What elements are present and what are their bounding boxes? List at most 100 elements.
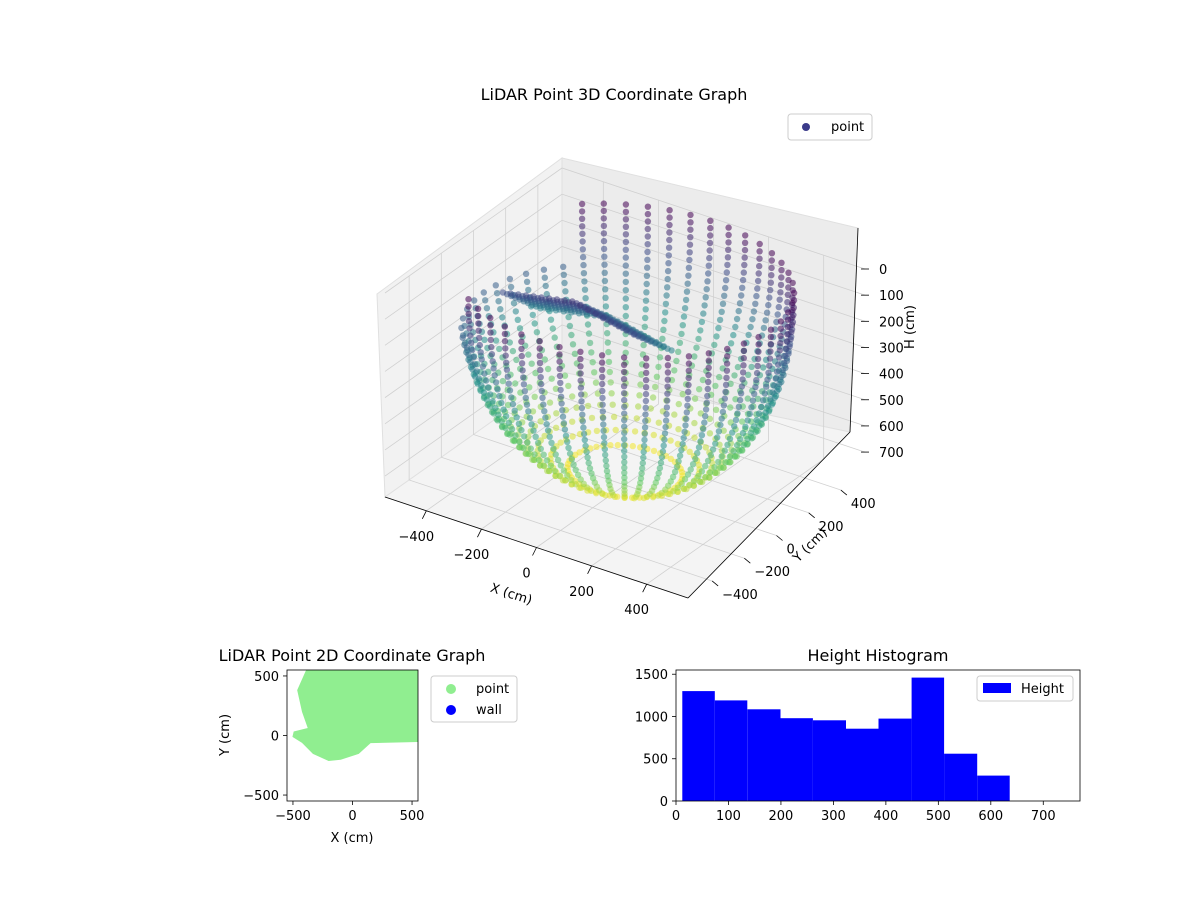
histogram-y-tick-label: 0 bbox=[660, 795, 668, 810]
cloud-point bbox=[515, 420, 523, 427]
z-tick-label: 200 bbox=[879, 315, 904, 330]
cloud-point bbox=[584, 306, 591, 313]
cloud-point bbox=[537, 418, 544, 425]
cloud-point bbox=[629, 442, 636, 450]
cloud-point bbox=[620, 383, 628, 390]
cloud-point bbox=[701, 419, 708, 426]
cloud-point bbox=[524, 439, 531, 446]
legend-2d: point wall bbox=[430, 675, 518, 723]
cloud-point bbox=[763, 309, 771, 316]
histogram-x-tick-label: 400 bbox=[873, 809, 898, 824]
cloud-point bbox=[528, 360, 535, 367]
cloud-point bbox=[574, 471, 582, 478]
cloud-point bbox=[598, 352, 606, 359]
cloud-point bbox=[568, 331, 575, 339]
cloud-point bbox=[487, 391, 494, 398]
cloud-point bbox=[687, 219, 694, 226]
cloud-point bbox=[679, 390, 686, 398]
cloud-point bbox=[644, 241, 651, 248]
cloud-point bbox=[713, 333, 720, 340]
cloud-point bbox=[560, 271, 567, 278]
cloud-point bbox=[607, 319, 615, 326]
cloud-point bbox=[622, 278, 629, 286]
cloud-point bbox=[643, 369, 650, 377]
cloud-point bbox=[566, 322, 574, 330]
cloud-point bbox=[551, 334, 558, 341]
cloud-point bbox=[785, 269, 792, 276]
cloud-point bbox=[637, 475, 645, 482]
cloud-point bbox=[661, 430, 669, 437]
cloud-point bbox=[777, 332, 784, 340]
cloud-point bbox=[696, 386, 703, 393]
cloud-point bbox=[579, 246, 586, 253]
z-tick-label: 100 bbox=[879, 289, 904, 304]
cloud-point bbox=[691, 353, 698, 360]
cloud-point bbox=[488, 351, 496, 358]
cloud-point bbox=[741, 246, 749, 254]
cloud-point bbox=[736, 396, 744, 404]
cloud-point bbox=[630, 331, 638, 338]
cloud-point bbox=[745, 331, 752, 339]
cloud-point bbox=[480, 389, 488, 396]
cloud-point bbox=[520, 444, 527, 452]
cloud-point bbox=[553, 296, 561, 303]
cloud-point bbox=[470, 353, 477, 361]
cloud-point bbox=[534, 439, 542, 447]
cloud-point bbox=[735, 307, 742, 315]
histogram-x-tick-label: 500 bbox=[926, 809, 951, 824]
cloud-point bbox=[643, 355, 650, 362]
cloud-point bbox=[512, 380, 519, 387]
cloud-point bbox=[579, 418, 586, 425]
cloud-point bbox=[642, 390, 650, 398]
cloud-point bbox=[723, 374, 730, 381]
x-tick-label: 0 bbox=[522, 567, 530, 582]
cloud-point bbox=[476, 341, 483, 349]
cloud-point bbox=[489, 398, 496, 405]
cloud-point bbox=[553, 410, 560, 417]
cloud-point bbox=[752, 428, 759, 436]
legend-3d: point bbox=[787, 113, 873, 141]
cloud-point bbox=[518, 352, 525, 360]
cloud-point bbox=[552, 451, 559, 458]
cloud-point bbox=[754, 285, 761, 292]
cloud-point bbox=[702, 294, 709, 301]
cloud-point bbox=[719, 300, 727, 307]
cloud-point bbox=[789, 299, 796, 307]
cloud-point bbox=[601, 439, 608, 447]
plot-2d-y-tick-label: −500 bbox=[243, 789, 279, 804]
cloud-point bbox=[660, 326, 667, 333]
cloud-point bbox=[754, 395, 762, 402]
cloud-point bbox=[564, 472, 571, 479]
cloud-point bbox=[775, 354, 783, 361]
cloud-point bbox=[720, 427, 727, 434]
cloud-point bbox=[508, 426, 516, 433]
cloud-point bbox=[717, 464, 724, 471]
cloud-point bbox=[581, 436, 588, 444]
cloud-point bbox=[769, 389, 776, 396]
cloud-point bbox=[756, 240, 763, 248]
cloud-point bbox=[614, 441, 621, 449]
cloud-point bbox=[565, 382, 572, 390]
cloud-point bbox=[678, 330, 685, 338]
cloud-point bbox=[539, 394, 546, 401]
cloud-point bbox=[723, 360, 731, 367]
cloud-point bbox=[577, 370, 584, 377]
cloud-point bbox=[605, 348, 612, 356]
cloud-point bbox=[599, 380, 606, 388]
cloud-point bbox=[731, 423, 738, 430]
cloud-point bbox=[500, 406, 507, 413]
cloud-point bbox=[501, 338, 509, 345]
cloud-point bbox=[602, 303, 610, 310]
cloud-point bbox=[496, 392, 503, 400]
cloud-point bbox=[707, 469, 714, 476]
cloud-point bbox=[692, 455, 699, 462]
cloud-point bbox=[603, 467, 611, 475]
cloud-point bbox=[706, 430, 714, 437]
cloud-point bbox=[704, 457, 712, 464]
cloud-point bbox=[588, 349, 595, 356]
cloud-point bbox=[727, 404, 734, 411]
cloud-point bbox=[784, 316, 792, 323]
cloud-point bbox=[483, 305, 491, 312]
cloud-point bbox=[755, 410, 763, 417]
cloud-point bbox=[732, 323, 739, 331]
